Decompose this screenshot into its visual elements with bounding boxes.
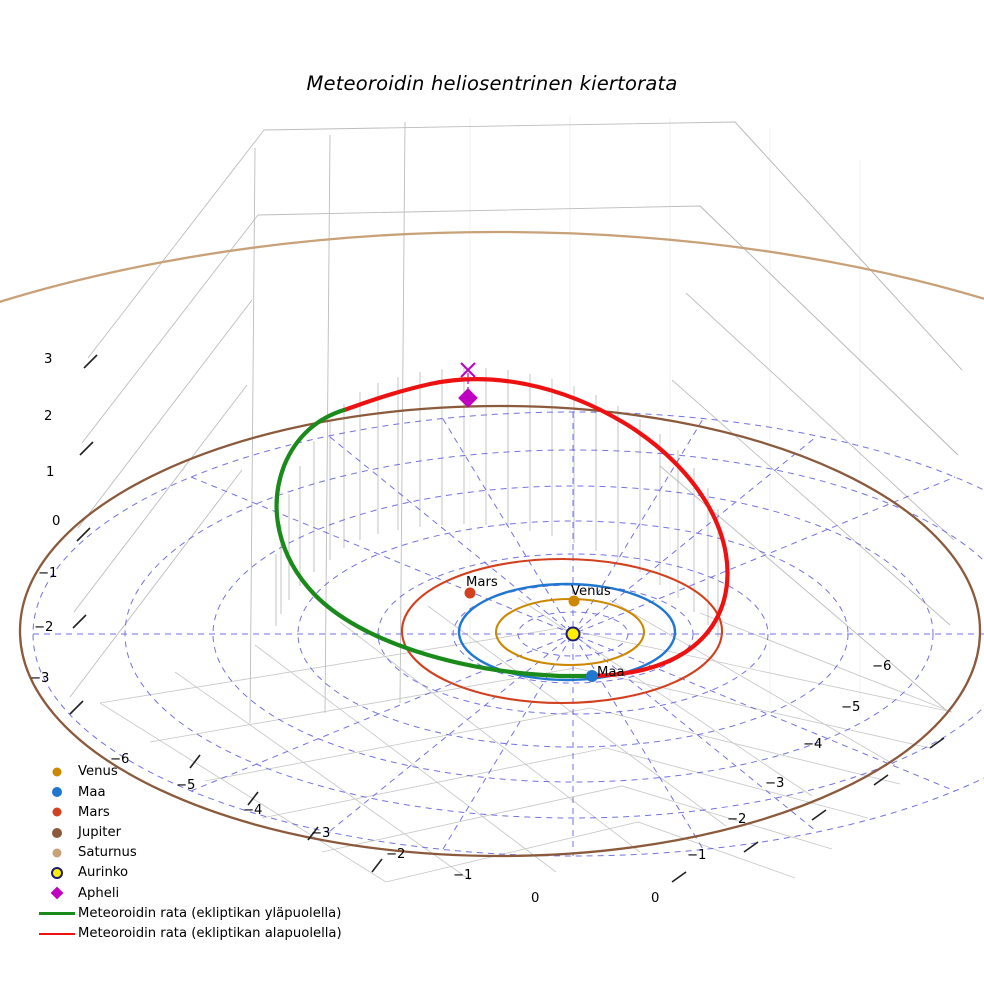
aphelion-cross-icon: [460, 362, 476, 378]
meteoroid-track-below-ecliptic: [341, 377, 730, 679]
legend-label-venus: Venus: [78, 764, 118, 780]
z-tick-2: 2: [44, 409, 53, 424]
axis-tick-marks: [69, 354, 945, 883]
x-tick-neg1: −1: [453, 868, 473, 883]
legend-item-aurinko: Aurinko: [36, 863, 356, 883]
legend-label-aurinko: Aurinko: [78, 865, 129, 881]
z-tick-neg2: −2: [34, 620, 54, 635]
z-tick-0: 0: [52, 514, 61, 529]
mars-orbit: [400, 557, 724, 705]
x-tick-neg6: −6: [110, 752, 130, 767]
legend: Venus Maa Mars Jupiter Saturnus: [36, 762, 356, 944]
y-tick-neg5: −5: [841, 700, 861, 715]
legend-item-venus: Venus: [36, 762, 356, 782]
meteoroid-track-above-ecliptic: [274, 407, 589, 679]
legend-item-track-above: Meteoroidin rata (ekliptikan yläpuolella…: [36, 903, 356, 923]
x-tick-neg4: −4: [243, 803, 263, 818]
y-tick-0: 0: [651, 891, 660, 906]
mars-label: Mars: [466, 575, 498, 590]
axes-box-wireframe: [69, 116, 963, 724]
aphelion-diamond-icon: [458, 388, 478, 408]
earth-marker-icon: [36, 782, 78, 802]
y-tick-neg4: −4: [803, 737, 823, 752]
x-tick-neg2: −2: [386, 847, 406, 862]
legend-label-saturnus: Saturnus: [78, 845, 137, 861]
saturn-orbit: [0, 230, 984, 304]
legend-item-maa: Maa: [36, 782, 356, 802]
y-tick-neg6: −6: [872, 659, 892, 674]
x-tick-neg3: −3: [311, 826, 331, 841]
z-tick-neg3: −3: [30, 671, 50, 686]
legend-item-track-below: Meteoroidin rata (ekliptikan alapuolella…: [36, 924, 356, 944]
saturn-marker-icon: [36, 843, 78, 863]
aphelion-group: [458, 362, 478, 408]
z-tick-1: 1: [46, 465, 55, 480]
legend-item-saturnus: Saturnus: [36, 843, 356, 863]
aphelion-marker-icon: [36, 883, 78, 903]
z-tick-neg1: −1: [38, 566, 58, 581]
mars-marker-icon: [36, 802, 78, 822]
x-tick-neg5: −5: [176, 778, 196, 793]
legend-item-mars: Mars: [36, 802, 356, 822]
y-tick-neg1: −1: [687, 848, 707, 863]
legend-label-track-below: Meteoroidin rata (ekliptikan alapuolella…: [78, 925, 342, 941]
sun-marker-icon: [565, 626, 581, 642]
legend-label-mars: Mars: [78, 804, 110, 820]
legend-item-apheli: Apheli: [36, 883, 356, 903]
earth-label: Maa: [597, 665, 625, 680]
track-above-line-icon: [36, 903, 78, 923]
y-tick-neg3: −3: [765, 776, 785, 791]
x-tick-0: 0: [531, 891, 540, 906]
jupiter-orbit: [18, 404, 982, 858]
venus-label: Venus: [571, 584, 611, 599]
track-below-line-icon: [36, 924, 78, 944]
page-title: Meteoroidin heliosentrinen kiertorata: [306, 72, 678, 95]
earth-orbit: [457, 582, 677, 682]
polar-grid: [32, 411, 984, 857]
legend-label-apheli: Apheli: [78, 885, 120, 901]
legend-label-track-above: Meteoroidin rata (ekliptikan yläpuolella…: [78, 905, 342, 921]
legend-label-maa: Maa: [78, 784, 106, 800]
jupiter-marker-icon: [36, 823, 78, 843]
legend-item-jupiter: Jupiter: [36, 823, 356, 843]
z-tick-3: 3: [44, 352, 53, 367]
mars-marker-icon: [464, 587, 476, 599]
venus-marker-icon: [568, 595, 580, 607]
venus-marker-icon: [36, 762, 78, 782]
floor-grid: [99, 597, 953, 883]
legend-label-jupiter: Jupiter: [78, 825, 121, 841]
y-tick-neg2: −2: [727, 812, 747, 827]
sun-marker-icon: [36, 863, 78, 883]
earth-marker-icon: [586, 670, 598, 682]
